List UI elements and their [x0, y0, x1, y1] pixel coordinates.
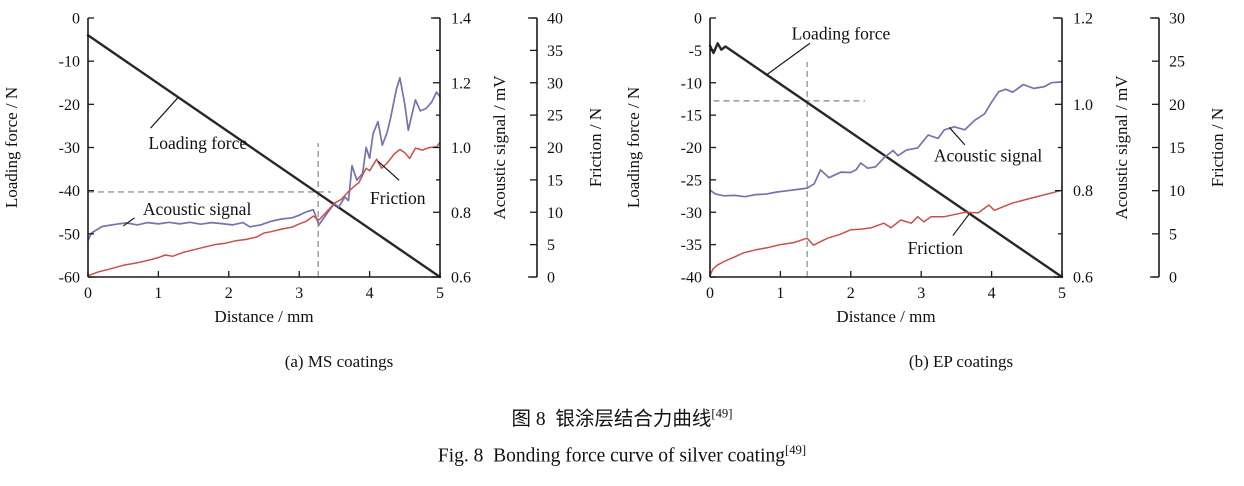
- x-axis-title: Distance / mm: [214, 307, 313, 326]
- friction-tick-label: 30: [547, 75, 563, 92]
- charts-row: 0 -10 -20 -30 -40 -50 -60 0 1 2 3 4 5 0.6 0.8 1.0 1.2 1.4…: [0, 0, 1244, 372]
- x-tick-label: 2: [225, 285, 233, 302]
- acoustic-tick-label: 1.2: [1073, 11, 1093, 28]
- annotation-loading-force: Loading force: [149, 133, 248, 153]
- annotation-acoustic-signal: Acoustic signal: [143, 199, 252, 219]
- friction-tick-label: 25: [1169, 54, 1185, 71]
- annotation-friction: Friction: [370, 188, 426, 208]
- friction-axis-title: Friction / N: [586, 108, 605, 187]
- loading-tick-label: -30: [59, 140, 80, 157]
- friction-tick-label: 20: [547, 140, 563, 157]
- x-tick-label: 1: [776, 285, 784, 302]
- acoustic-tick-label: 0.8: [1073, 183, 1093, 200]
- friction-tick-label: 15: [547, 172, 563, 189]
- figure-caption-en-reference: [49]: [785, 443, 807, 457]
- acoustic-tick-label: 1.0: [451, 140, 471, 157]
- annotation-friction: Friction: [908, 238, 964, 258]
- x-tick-label: 3: [295, 285, 303, 302]
- loading-tick-label: -20: [681, 140, 702, 157]
- annotation-loading-force: Loading force: [792, 24, 891, 44]
- acoustic-tick-label: 1.0: [1073, 97, 1093, 114]
- friction-tick-label: 5: [547, 237, 555, 254]
- friction-tick-label: 10: [547, 205, 563, 222]
- x-axis-title: Distance / mm: [836, 307, 935, 326]
- loading-tick-label: -10: [59, 54, 80, 71]
- friction-tick-label: 0: [547, 270, 555, 287]
- friction-axis-title: Friction / N: [1208, 108, 1227, 187]
- subcaption-b: (b) EP coatings: [908, 352, 1014, 371]
- friction-tick-label: 5: [1169, 226, 1177, 243]
- x-tick-label: 2: [847, 285, 855, 302]
- acoustic-tick-label: 1.2: [451, 75, 471, 92]
- chart-panel-a: 0 -10 -20 -30 -40 -50 -60 0 1 2 3 4 5 0.6 0.8 1.0 1.2 1.4…: [0, 0, 622, 372]
- chart-b-canvas: 0-5-10-15-20-25-30-35-400 1 2 3 4 50.60.81.01…: [624, 11, 1227, 327]
- figure: 0 -10 -20 -30 -40 -50 -60 0 1 2 3 4 5 0.6 0.8 1.0 1.2 1.4…: [0, 0, 1244, 468]
- friction-tick-label: 40: [547, 11, 563, 28]
- friction-tick-label: 0: [1169, 270, 1177, 287]
- figure-caption-zh: 图 8 银涂层结合力曲线[49]: [0, 402, 1244, 431]
- subcaption-a: (a) MS coatings: [284, 352, 394, 371]
- loading-tick-label: -40: [59, 183, 80, 200]
- loading-axis-title: Loading force / N: [2, 87, 21, 208]
- acoustic-signal-line: [87, 77, 441, 242]
- loading-tick-label: -35: [681, 237, 702, 254]
- loading-tick-label: -40: [681, 270, 702, 287]
- x-tick-label: 3: [917, 285, 925, 302]
- loading-tick-label: -30: [681, 205, 702, 222]
- loading-tick-label: -5: [689, 43, 702, 60]
- loading-tick-label: -25: [681, 172, 702, 189]
- x-tick-label: 4: [366, 285, 374, 302]
- annotation-leader-friction: [952, 213, 970, 236]
- loading-force-line: [708, 42, 1064, 279]
- annotation-leader-acoustic-signal: [122, 217, 135, 227]
- figure-caption-zh-text: 图 8 银涂层结合力曲线: [511, 409, 712, 430]
- friction-line: [87, 141, 441, 277]
- annotation-leader-acoustic-signal: [948, 127, 966, 146]
- friction-tick-label: 35: [547, 43, 563, 60]
- x-tick-label: 5: [1058, 285, 1066, 302]
- loading-force-line: [86, 34, 442, 279]
- acoustic-tick-label: 0.6: [1073, 270, 1093, 287]
- figure-caption-en: Fig. 8 Bonding force curve of silver coa…: [0, 443, 1244, 468]
- annotation-leader-loading-force: [150, 97, 179, 129]
- x-tick-label: 0: [706, 285, 714, 302]
- figure-caption-en-text: Fig. 8 Bonding force curve of silver coa…: [437, 445, 786, 467]
- annotation-leader-friction: [377, 160, 400, 181]
- loading-tick-label: -50: [59, 226, 80, 243]
- x-tick-label: 5: [436, 285, 444, 302]
- chart-a-canvas: 0-10-20-30-40-50-600 1 2 3 4 50.60.81.01.21.4…: [2, 11, 605, 327]
- friction-tick-label: 25: [547, 108, 563, 125]
- loading-tick-label: -15: [681, 108, 702, 125]
- friction-tick-label: 10: [1169, 183, 1185, 200]
- loading-tick-label: -60: [59, 270, 80, 287]
- friction-tick-label: 20: [1169, 97, 1185, 114]
- acoustic-signal-line: [709, 81, 1063, 198]
- x-tick-label: 0: [84, 285, 92, 302]
- chart-panel-b: 0 -5 -10 -15 -20 -25 -30 -35 -40 0 1 2 3 4 5 0.6 0.8 1.0 1…: [622, 0, 1244, 372]
- loading-tick-label: 0: [694, 11, 702, 28]
- loading-axis-title: Loading force / N: [624, 87, 643, 208]
- acoustic-tick-label: 1.4: [451, 11, 471, 28]
- acoustic-axis-title: Acoustic signal / mV: [1112, 75, 1131, 220]
- acoustic-tick-label: 0.6: [451, 270, 471, 287]
- loading-tick-label: -10: [681, 75, 702, 92]
- friction-tick-label: 15: [1169, 140, 1185, 157]
- figure-caption-zh-reference: [49]: [711, 406, 733, 421]
- annotation-leader-loading-force: [765, 42, 811, 76]
- friction-line: [709, 189, 1063, 277]
- friction-tick-label: 30: [1169, 11, 1185, 28]
- x-tick-label: 1: [154, 285, 162, 302]
- loading-tick-label: -20: [59, 97, 80, 114]
- annotation-acoustic-signal: Acoustic signal: [934, 145, 1043, 165]
- acoustic-tick-label: 0.8: [451, 205, 471, 222]
- acoustic-axis-title: Acoustic signal / mV: [490, 75, 509, 220]
- x-tick-label: 4: [988, 285, 996, 302]
- loading-tick-label: 0: [72, 11, 80, 28]
